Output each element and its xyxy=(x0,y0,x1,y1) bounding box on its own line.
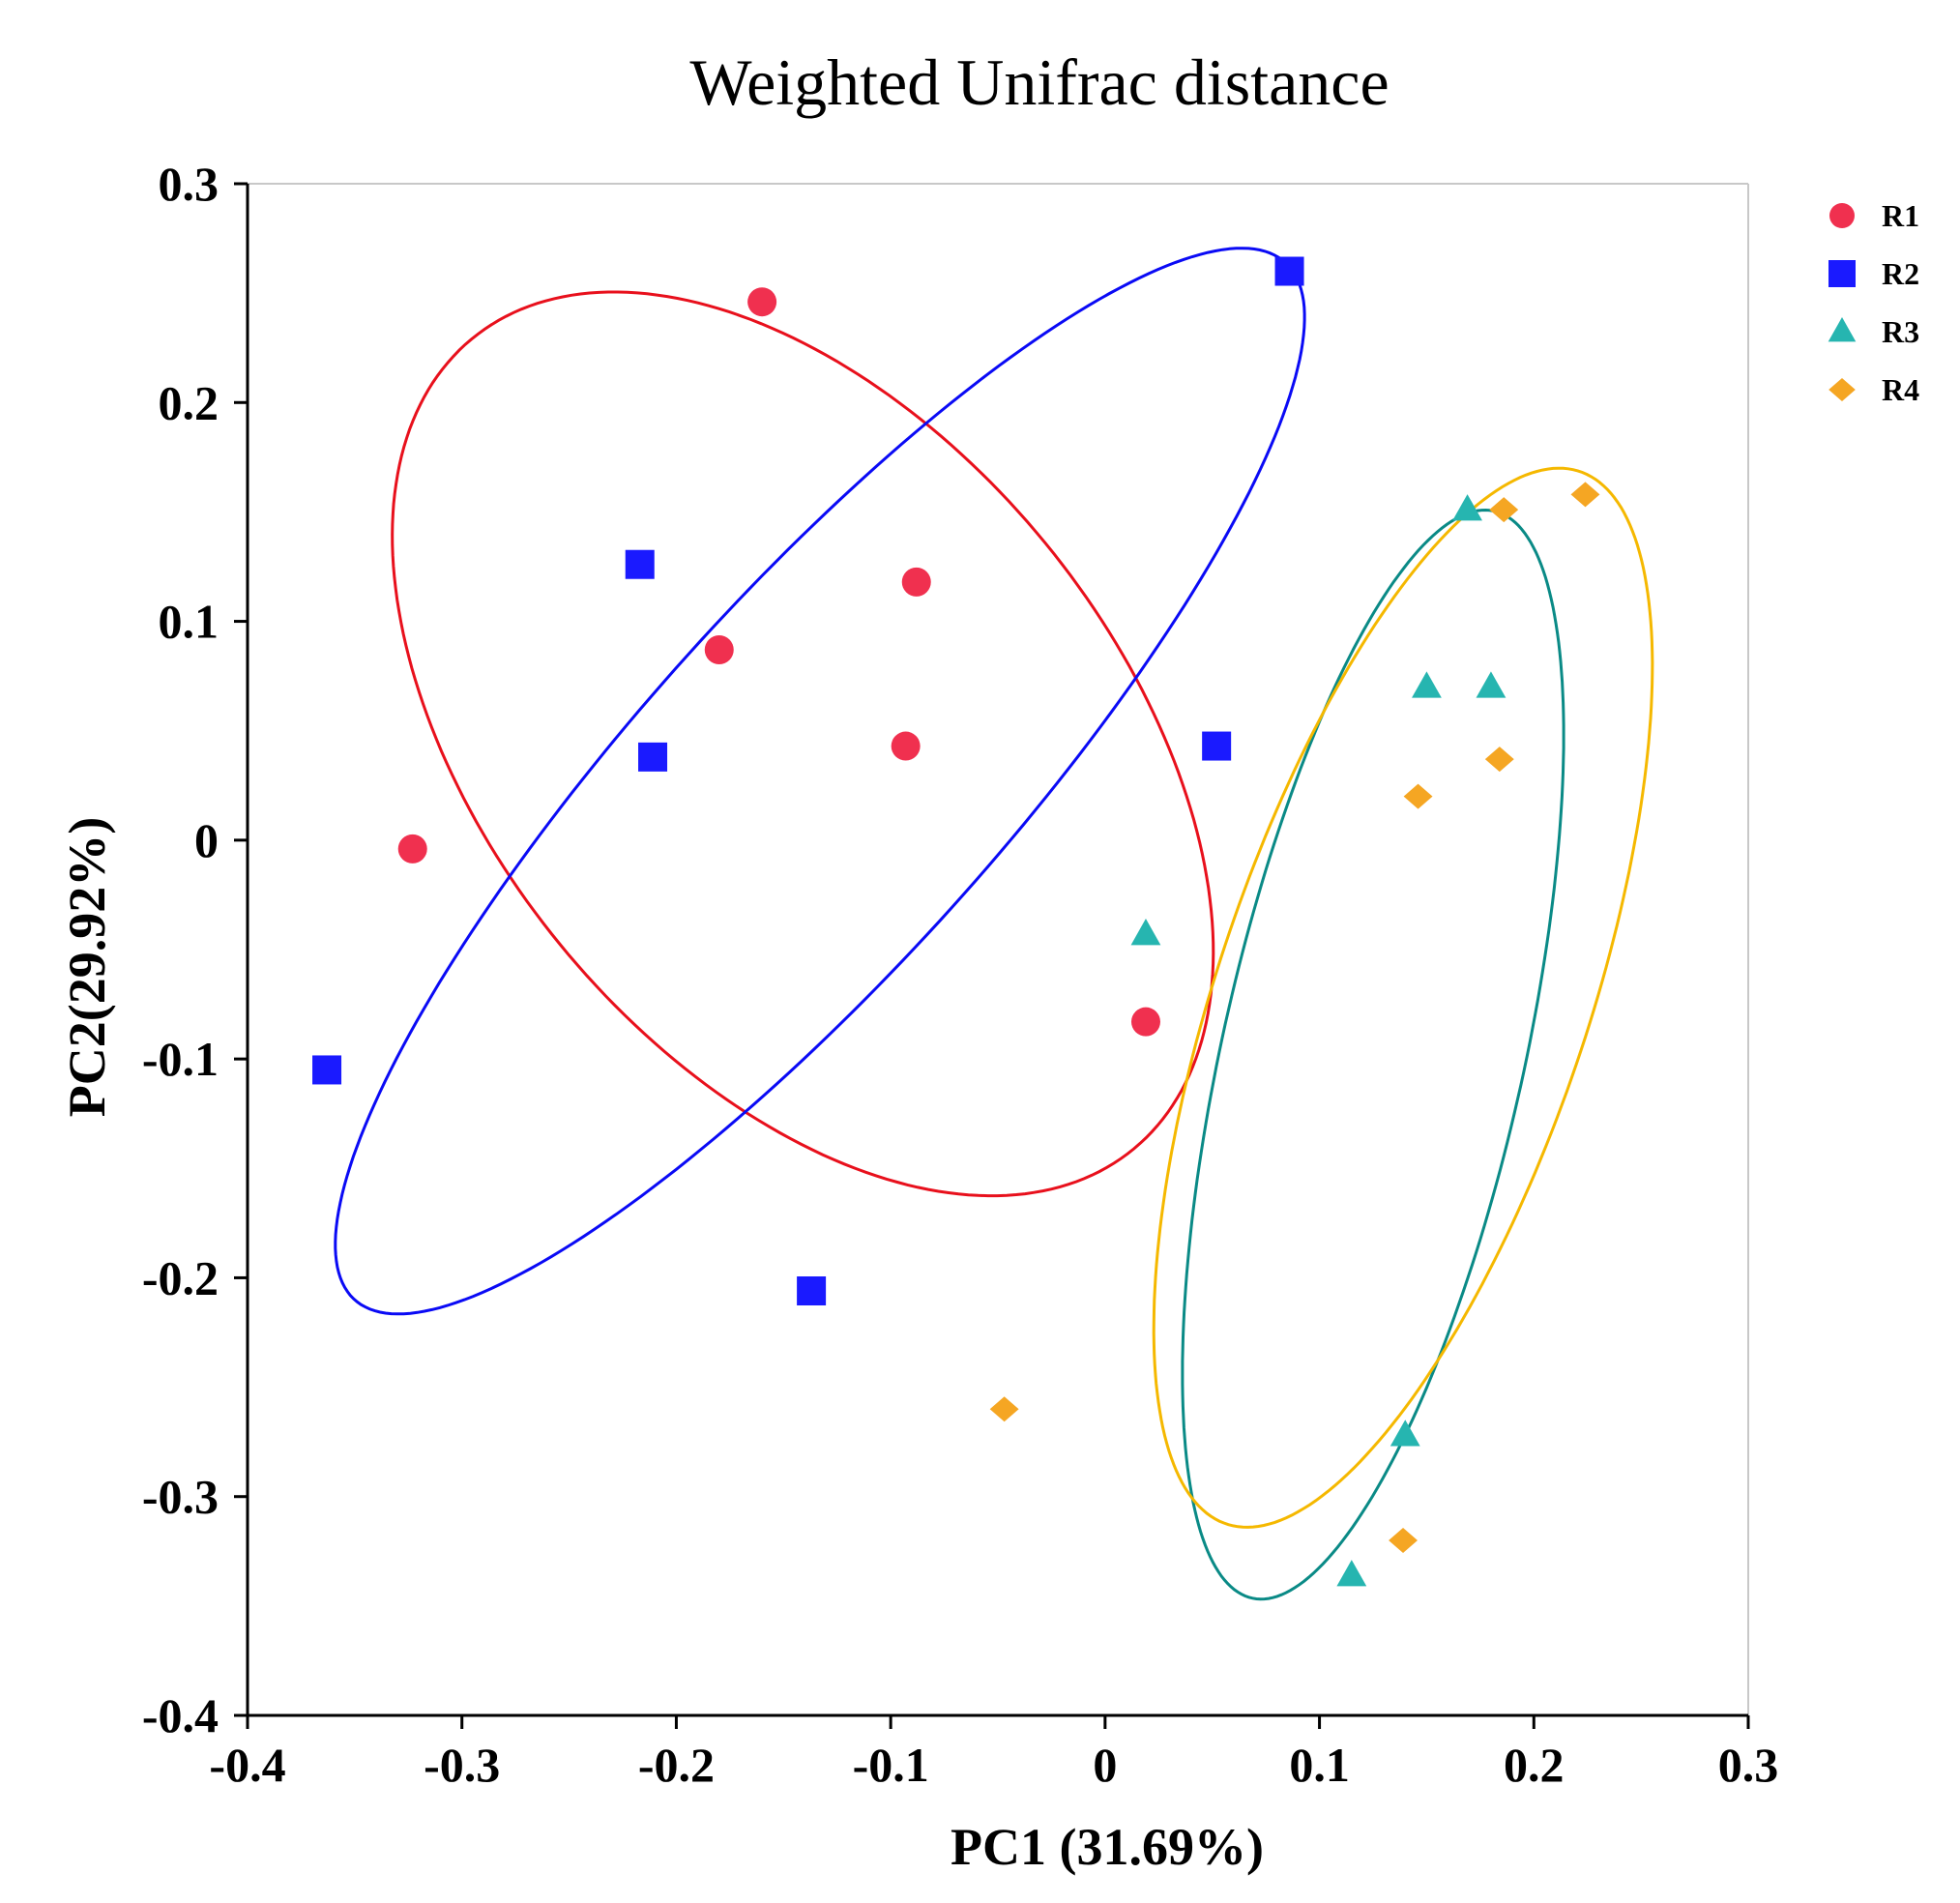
x-tick-label: -0.2 xyxy=(638,1738,715,1792)
point-r2 xyxy=(312,1055,342,1085)
point-r3 xyxy=(1336,1560,1367,1587)
point-r1 xyxy=(891,731,921,761)
point-r1 xyxy=(397,834,427,864)
point-r1 xyxy=(704,634,734,664)
y-tick-label: -0.3 xyxy=(142,1470,219,1524)
point-r4 xyxy=(989,1396,1019,1422)
point-r3 xyxy=(1452,494,1482,521)
data-points xyxy=(312,256,1600,1587)
y-tick-label: 0.2 xyxy=(159,375,219,429)
x-tick-label: -0.1 xyxy=(853,1738,929,1792)
legend-marker-r1 xyxy=(1829,203,1855,228)
legend-marker-r3 xyxy=(1828,317,1857,342)
legend-label-r2: R2 xyxy=(1882,256,1919,291)
y-axis-label: PC2(29.92%) xyxy=(58,817,116,1117)
ellipse-r1 xyxy=(391,290,1215,1198)
y-tick-label: 0.3 xyxy=(159,157,219,211)
x-tick-label: -0.3 xyxy=(424,1738,500,1792)
point-r1 xyxy=(747,287,777,317)
legend-marker-r4 xyxy=(1828,378,1856,401)
axes: -0.4 -0.3 -0.2 -0.1 0 0.1 0.2 0.3 -0.4 -0.3 -0.2 -0… xyxy=(142,157,1778,1792)
point-r4 xyxy=(1484,747,1514,773)
point-r1 xyxy=(1130,1007,1160,1037)
point-r4 xyxy=(1570,482,1600,508)
legend-label-r4: R4 xyxy=(1882,372,1919,407)
ellipse-r3 xyxy=(1181,508,1565,1601)
point-r3 xyxy=(1476,671,1507,698)
chart-title: Weighted Unifrac distance xyxy=(689,45,1389,119)
x-axis-label: PC1 (31.69%) xyxy=(951,1818,1264,1876)
y-tick-label: -0.2 xyxy=(142,1250,219,1304)
ellipse-r4 xyxy=(1152,466,1654,1529)
point-r2 xyxy=(625,549,655,579)
x-tick-label: 0 xyxy=(1093,1738,1117,1792)
legend: R1 R2 R3 R4 xyxy=(1828,198,1919,407)
y-tick-label: -0.4 xyxy=(142,1688,219,1742)
point-r2 xyxy=(1202,731,1232,761)
point-r4 xyxy=(1489,497,1519,523)
point-r2 xyxy=(1274,256,1304,286)
x-tick-label: -0.4 xyxy=(209,1738,285,1792)
point-r3 xyxy=(1412,671,1442,698)
x-tick-label: 0.1 xyxy=(1289,1738,1350,1792)
legend-label-r1: R1 xyxy=(1882,198,1919,233)
legend-marker-r2 xyxy=(1828,260,1856,287)
confidence-ellipses xyxy=(334,247,1654,1601)
legend-label-r3: R3 xyxy=(1882,314,1919,349)
point-r4 xyxy=(1403,783,1433,809)
ellipse-r2 xyxy=(334,247,1306,1316)
point-r3 xyxy=(1130,919,1161,946)
x-tick-label: 0.2 xyxy=(1504,1738,1565,1792)
x-tick-label: 0.3 xyxy=(1718,1738,1779,1792)
y-tick-label: 0.1 xyxy=(159,595,219,649)
point-r2 xyxy=(797,1276,827,1306)
point-r2 xyxy=(638,742,668,772)
point-r1 xyxy=(901,567,931,597)
y-tick-label: -0.1 xyxy=(142,1032,219,1086)
point-r3 xyxy=(1390,1420,1420,1447)
y-tick-label: 0 xyxy=(194,813,219,867)
point-r4 xyxy=(1389,1527,1418,1553)
